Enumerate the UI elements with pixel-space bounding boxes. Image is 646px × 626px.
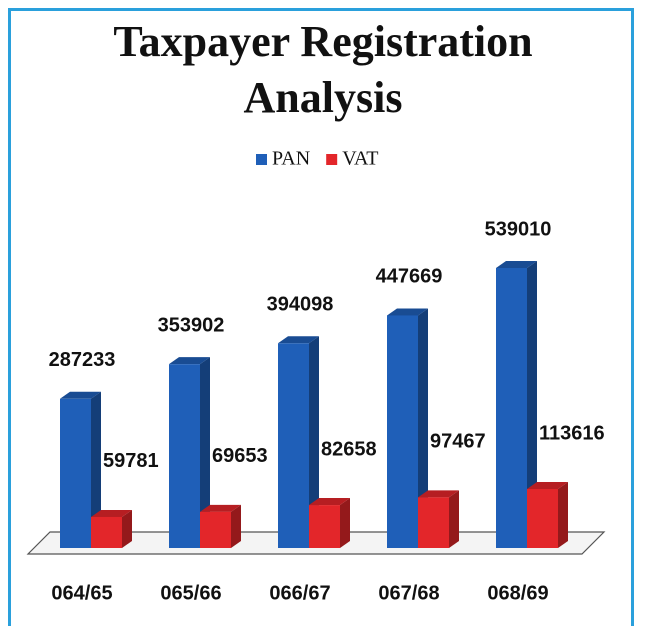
data-label: 539010 (485, 218, 552, 240)
bar (309, 505, 340, 548)
bar-top (309, 498, 350, 506)
bar-top (418, 490, 459, 498)
x-tick-label: 068/69 (487, 582, 548, 604)
data-label: 113616 (539, 422, 605, 444)
bar-3d (169, 357, 210, 548)
bar-side (309, 336, 319, 548)
bar-3d (278, 336, 319, 548)
data-label: 447669 (376, 266, 443, 288)
bar-top (91, 509, 132, 517)
bar-top (169, 357, 210, 365)
bar-3d (91, 509, 132, 548)
chart-title: Taxpayer Registration Analysis (113, 17, 533, 122)
x-tick-label: 064/65 (51, 582, 112, 604)
bar-top (200, 504, 241, 512)
data-label: 97467 (430, 431, 486, 453)
x-tick-label: 066/67 (269, 582, 330, 604)
bar-3d (200, 504, 241, 548)
data-label: 287233 (49, 349, 116, 371)
bar (418, 497, 449, 548)
legend-swatch (326, 154, 338, 165)
data-label: 394098 (267, 294, 334, 316)
x-tick-label: 065/66 (160, 582, 221, 604)
bar-top (278, 336, 319, 344)
bar-top (496, 261, 537, 268)
bar-side (449, 490, 459, 548)
frame (8, 8, 634, 626)
legend-label: VAT (342, 148, 378, 170)
bar (278, 343, 309, 548)
data-label: 82658 (321, 438, 377, 460)
data-label: 353902 (158, 314, 225, 336)
legend-label: PAN (272, 148, 310, 170)
bar-top (387, 308, 428, 316)
bar-side (200, 357, 210, 548)
bar-top (60, 391, 101, 399)
bar-3d (418, 490, 459, 548)
bar (169, 364, 200, 548)
bar-top (527, 481, 568, 489)
x-tick-label: 067/68 (378, 582, 439, 604)
bar-side (231, 504, 241, 548)
bar-side (418, 308, 428, 548)
data-label: 59781 (103, 450, 159, 472)
bar (200, 511, 231, 548)
bar (387, 315, 418, 548)
bar-side (558, 481, 568, 548)
bar-3d (60, 391, 101, 548)
bar-side (91, 391, 101, 548)
bar-3d (496, 261, 537, 548)
bar-side (340, 498, 350, 548)
bar-side (527, 261, 537, 548)
bar (527, 488, 558, 548)
bar-side (122, 509, 132, 548)
bar (496, 268, 527, 548)
legend-swatch (256, 154, 267, 165)
bar-3d (387, 308, 428, 548)
bar (60, 398, 91, 548)
bar-3d (309, 498, 350, 548)
bar-3d (527, 481, 568, 548)
bar (91, 516, 122, 548)
data-label: 69653 (212, 445, 268, 467)
